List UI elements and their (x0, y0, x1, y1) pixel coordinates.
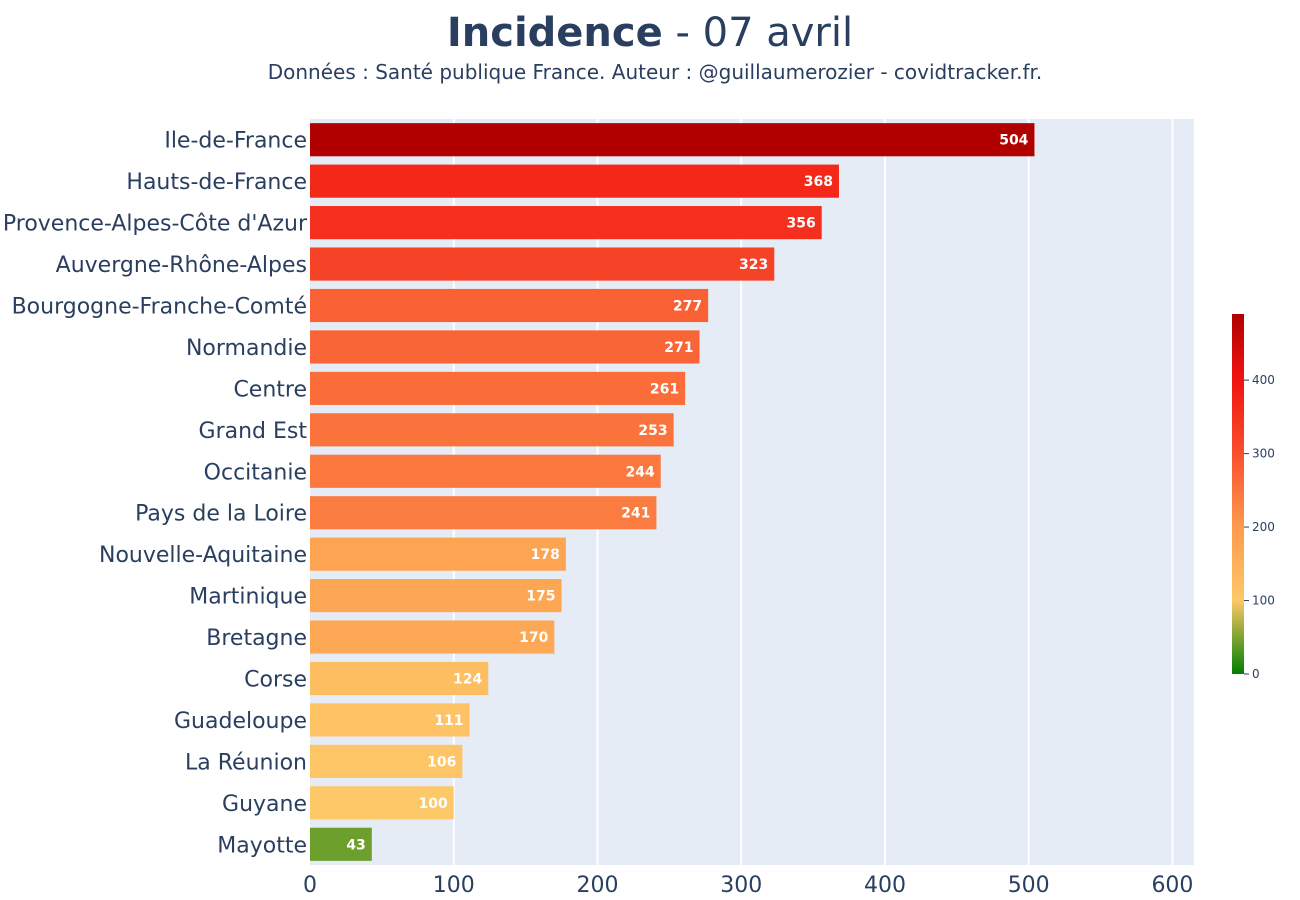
colorbar-gradient (1232, 314, 1244, 674)
y-tick-label-la-r-union: La Réunion (185, 750, 307, 775)
bar-value-label-bourgogne-franche-comt: 277 (673, 299, 702, 315)
y-tick-label-bourgogne-franche-comt: Bourgogne-Franche-Comté (12, 295, 307, 320)
bar-pays-de-la-loire (310, 496, 657, 530)
bar-value-label-auvergne-rh-ne-alpes: 323 (739, 257, 768, 273)
y-tick-label-auvergne-rh-ne-alpes: Auvergne-Rhône-Alpes (56, 253, 307, 278)
bar-value-label-la-r-union: 106 (427, 754, 456, 770)
y-tick-label-martinique: Martinique (189, 585, 307, 610)
y-tick-label-occitanie: Occitanie (204, 460, 307, 485)
colorbar-tick-label-0: 0 (1252, 667, 1260, 681)
bar-guadeloupe (310, 703, 470, 737)
bar-provence-alpes-c-te-d-azur (310, 206, 822, 240)
bar-normandie (310, 330, 700, 364)
y-tick-label-guyane: Guyane (222, 792, 307, 817)
y-tick-label-grand-est: Grand Est (199, 419, 308, 444)
bar-bretagne (310, 620, 555, 654)
bar-value-label-centre: 261 (650, 381, 679, 397)
bar-bourgogne-franche-comt (310, 288, 709, 323)
bar-auvergne-rh-ne-alpes (310, 247, 775, 281)
bar-la-r-union (310, 744, 463, 778)
bar-ile-de-france (310, 123, 1035, 157)
x-tick-label-600: 600 (1151, 873, 1193, 898)
x-tick-label-300: 300 (720, 873, 762, 898)
bar-corse (310, 661, 489, 696)
bar-value-label-guyane: 100 (419, 796, 448, 812)
bar-value-label-martinique: 175 (526, 589, 555, 605)
y-tick-label-centre: Centre (233, 377, 307, 402)
bar-value-label-corse: 124 (453, 672, 482, 688)
bar-value-label-mayotte: 43 (346, 837, 365, 853)
bars: 504 368 356 323 277 271 261 253 244 241 178 175 170 1… (310, 123, 1035, 861)
bar-value-label-hauts-de-france: 368 (804, 174, 833, 190)
gridlines (452, 119, 1174, 865)
plot-area (310, 119, 1194, 865)
chart-subtitle: Données : Santé publique France. Auteur … (268, 60, 1043, 84)
y-tick-label-provence-alpes-c-te-d-azur: Provence-Alpes-Côte d'Azur (3, 212, 308, 237)
y-tick-label-guadeloupe: Guadeloupe (174, 709, 307, 734)
chart-title: Incidence - 07 avril (447, 10, 853, 56)
x-axis-tick-labels: 0 100 200 300 400 500 600 (303, 873, 1193, 898)
x-tick-label-200: 200 (576, 873, 618, 898)
bar-grand-est (310, 413, 674, 447)
bar-mayotte (310, 827, 372, 861)
y-tick-label-pays-de-la-loire: Pays de la Loire (135, 502, 307, 527)
bar-value-label-pays-de-la-loire: 241 (621, 506, 650, 522)
y-tick-label-bretagne: Bretagne (206, 626, 307, 651)
x-tick-label-100: 100 (433, 873, 475, 898)
bar-value-label-bretagne: 170 (519, 630, 548, 646)
colorbar-tick-label-200: 200 (1252, 520, 1275, 534)
bar-guyane (310, 786, 454, 820)
bar-value-label-nouvelle-aquitaine: 178 (531, 547, 560, 563)
bar-value-label-grand-est: 253 (638, 423, 667, 439)
y-axis-labels: Ile-de-France Hauts-de-France Provence-Alp… (3, 129, 308, 859)
y-tick-label-ile-de-france: Ile-de-France (164, 129, 307, 154)
bar-value-label-ile-de-france: 504 (999, 133, 1028, 149)
y-tick-label-normandie: Normandie (186, 336, 307, 361)
bar-value-label-guadeloupe: 111 (434, 713, 463, 729)
bar-occitanie (310, 454, 661, 488)
y-tick-label-nouvelle-aquitaine: Nouvelle-Aquitaine (99, 543, 307, 568)
y-tick-label-hauts-de-france: Hauts-de-France (126, 170, 307, 195)
colorbar-tick-label-100: 100 (1252, 594, 1275, 608)
x-tick-label-500: 500 (1008, 873, 1050, 898)
y-tick-label-corse: Corse (244, 668, 307, 693)
bar-centre (310, 371, 686, 405)
x-tick-label-400: 400 (864, 873, 906, 898)
colorbar-tick-label-400: 400 (1252, 373, 1275, 387)
chart-title-bold: Incidence (447, 10, 663, 56)
colorbar: 0 100 200 300 400 (1232, 314, 1275, 681)
chart-title-date: - 07 avril (663, 10, 853, 56)
bar-nouvelle-aquitaine (310, 537, 566, 571)
x-tick-label-0: 0 (303, 873, 317, 898)
bar-value-label-provence-alpes-c-te-d-azur: 356 (786, 216, 815, 232)
y-tick-label-mayotte: Mayotte (217, 833, 307, 858)
bar-hauts-de-france (310, 164, 839, 198)
colorbar-tick-label-300: 300 (1252, 447, 1275, 461)
bar-value-label-normandie: 271 (664, 340, 693, 356)
bar-martinique (310, 579, 562, 613)
bar-value-label-occitanie: 244 (625, 464, 654, 480)
